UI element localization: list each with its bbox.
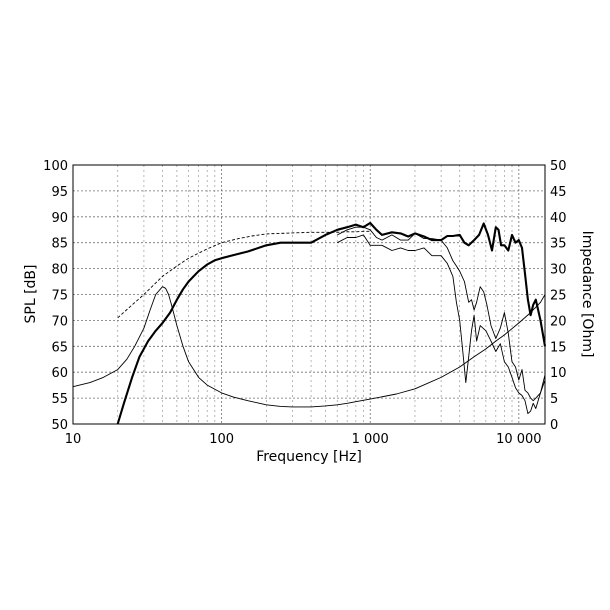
y-left-tick-label: 60 <box>51 366 68 381</box>
x-tick-label: 10 000 <box>496 432 542 447</box>
y-right-tick-label: 0 <box>550 418 558 433</box>
y-left-tick-label: 90 <box>51 211 68 226</box>
y-left-tick-label: 100 <box>43 159 68 174</box>
y-left-tick-label: 65 <box>51 340 68 355</box>
spl-curve-2 <box>337 234 546 415</box>
y-left-tick-label: 95 <box>51 185 68 200</box>
spl-curve-0 <box>116 221 547 425</box>
spl-curve-3 <box>117 230 371 319</box>
y-right-tick-label: 50 <box>550 159 567 174</box>
y-right-tick-label: 45 <box>550 185 567 200</box>
y-right-tick-label: 35 <box>550 237 567 252</box>
plot-frame <box>72 164 546 425</box>
y-left-tick-label: 50 <box>51 418 68 433</box>
y-left-tick-label: 80 <box>51 263 68 278</box>
y-right-tick-label: 40 <box>550 211 567 226</box>
y-left-tick-label: 70 <box>51 314 68 329</box>
y-axis-right-label: Impedance [Ohm] <box>579 231 595 358</box>
x-axis-label: Frequency [Hz] <box>256 449 362 465</box>
y-left-tick-label: 75 <box>51 289 68 304</box>
y-right-tick-label: 15 <box>550 340 567 355</box>
y-axis-left-label: SPL [dB] <box>23 265 39 324</box>
y-left-tick-label: 55 <box>51 392 68 407</box>
y-right-tick-label: 25 <box>550 289 567 304</box>
y-right-tick-label: 30 <box>550 263 567 278</box>
y-left-tick-label: 85 <box>51 237 68 252</box>
tick-labels: 10 100 1 000 10 000 50 55 60 65 70 75 80 85 90 95 100 0… <box>43 159 566 447</box>
y-right-tick-label: 10 <box>550 366 567 381</box>
x-tick-label: 1 000 <box>352 432 389 447</box>
spl-curve-1 <box>337 226 546 402</box>
x-tick-label: 100 <box>209 432 234 447</box>
grid <box>73 165 545 424</box>
y-right-tick-label: 20 <box>550 314 567 329</box>
y-right-tick-label: 5 <box>550 392 558 407</box>
impedance-curve-4 <box>72 286 546 408</box>
plot-series <box>72 221 547 425</box>
x-tick-label: 10 <box>65 432 82 447</box>
